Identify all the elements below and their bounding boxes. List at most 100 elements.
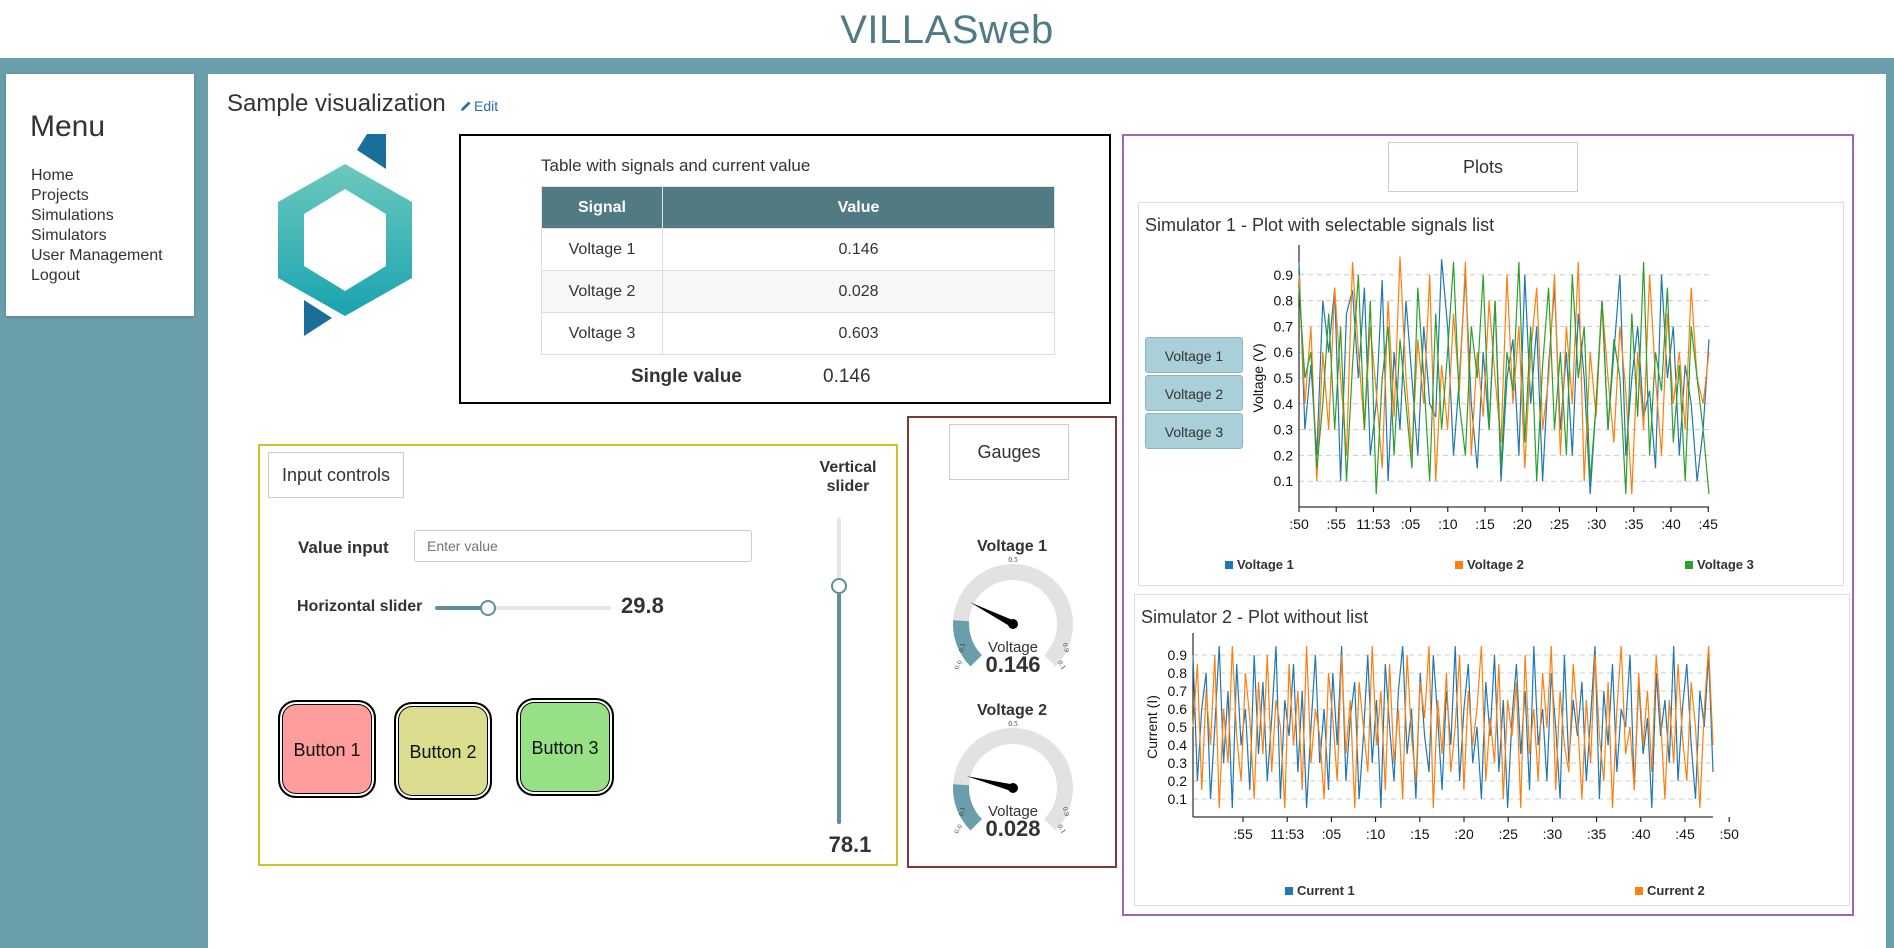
plots-title: Plots: [1388, 142, 1578, 192]
x-tick-label: :30: [1587, 516, 1607, 532]
x-tick-label: :45: [1675, 826, 1695, 842]
table-cell-value: 0.146: [662, 228, 1055, 271]
x-tick-label: :40: [1631, 826, 1651, 842]
plot-2-title: Simulator 2 - Plot without list: [1141, 607, 1369, 627]
x-tick-label: :15: [1475, 516, 1495, 532]
y-tick-label: 0.2: [1274, 447, 1294, 463]
vertical-slider-fill: [837, 585, 841, 824]
value-input[interactable]: [414, 530, 752, 562]
button-2[interactable]: Button 2: [394, 702, 492, 800]
x-tick-label: :35: [1587, 826, 1607, 842]
gauge-tick-label: 0.9: [1061, 642, 1070, 653]
x-tick-label: :55: [1326, 516, 1346, 532]
table-cell-value: 0.603: [662, 312, 1055, 355]
plot-2-chart: 0.1 0.2 0.3 0.4 0.5 0.6 0.7 0.8 0.9:55 11:53:05:1…: [1144, 633, 1739, 842]
x-tick-label: :10: [1438, 516, 1458, 532]
x-tick-label: 11:53: [1356, 516, 1390, 532]
plot-simulator-1: 0.1 0.2 0.3 0.4 0.5 0.6 0.7 0.8 0.9:50:55 11:53:0…: [1138, 202, 1844, 586]
gauge-unit-label: Voltage: [988, 639, 1038, 656]
y-tick-label: 0.2: [1168, 773, 1188, 789]
table-cell-signal: Voltage 2: [541, 270, 663, 313]
table-widget: Table with signals and current value Sig…: [459, 134, 1111, 404]
y-tick-label: 0.6: [1168, 701, 1188, 717]
y-tick-label: 0.9: [1274, 267, 1294, 283]
table-row: Voltage 1 0.146: [541, 228, 1055, 271]
x-tick-label: :05: [1401, 516, 1421, 532]
signal-list-item-voltage-1[interactable]: Voltage 1: [1145, 337, 1243, 373]
edit-label: Edit: [474, 98, 499, 114]
x-tick-label: :50: [1289, 516, 1309, 532]
gauges-title: Gauges: [949, 424, 1069, 480]
horizontal-slider-handle[interactable]: [480, 600, 497, 616]
legend-label: Voltage 1: [1237, 557, 1294, 572]
gauge-tick-label: 0.1: [958, 642, 967, 653]
table-row: Voltage 2 0.028: [541, 270, 1055, 313]
x-tick-label: :55: [1233, 826, 1253, 842]
horizontal-slider[interactable]: [435, 600, 611, 616]
menu-item-user-management[interactable]: User Management: [31, 247, 163, 264]
table-caption: Table with signals and current value: [541, 156, 811, 175]
menu-item-logout[interactable]: Logout: [31, 267, 80, 284]
gauge-background-arc: [953, 564, 1073, 667]
gauge-title-voltage-2: Voltage 2: [977, 702, 1047, 719]
gauge-tick-label: 0.1: [1056, 659, 1067, 671]
vertical-slider-handle[interactable]: [831, 578, 847, 594]
horizontal-slider-label: Horizontal slider: [297, 598, 423, 615]
y-tick-label: 0.9: [1168, 647, 1188, 663]
pencil-icon: [461, 101, 471, 111]
menu-item-projects[interactable]: Projects: [31, 187, 89, 204]
gauges-widget: Gauges Voltage 1 0.0 0.1 0.5 0.9 0.1 Voltage 0…: [907, 416, 1117, 868]
y-axis-label: Voltage (V): [1250, 343, 1266, 412]
menu-item-simulators[interactable]: Simulators: [31, 227, 107, 244]
y-tick-label: 0.7: [1274, 318, 1294, 334]
x-tick-label: :15: [1410, 826, 1430, 842]
button-1[interactable]: Button 1: [278, 700, 376, 798]
legend-item-voltage-3: Voltage 3: [1685, 557, 1754, 572]
gauge-tick-label: 0.5: [1008, 721, 1018, 728]
series-line-current-2: [1192, 645, 1714, 809]
gauge-value: 0.028: [985, 816, 1040, 840]
legend-item-voltage-1: Voltage 1: [1225, 557, 1294, 572]
app-title: VILLASweb: [840, 8, 1054, 52]
edit-link[interactable]: Edit: [460, 98, 498, 114]
app-header: VILLASweb: [0, 0, 1894, 58]
legend-swatch: [1635, 887, 1643, 895]
legend-item-current-1: Current 1: [1285, 883, 1355, 898]
x-tick-label: :20: [1454, 826, 1474, 842]
x-tick-label: :35: [1624, 516, 1644, 532]
y-axis-label: Current (I): [1144, 695, 1160, 759]
x-tick-label: :10: [1366, 826, 1386, 842]
gauge-tick-label: 0.9: [1061, 806, 1070, 817]
legend-label: Voltage 3: [1697, 557, 1754, 572]
legend-item-voltage-2: Voltage 2: [1455, 557, 1524, 572]
column-header-value: Value: [662, 186, 1055, 229]
column-header-signal: Signal: [541, 186, 663, 229]
menu-item-home[interactable]: Home: [31, 167, 74, 184]
visualization-canvas: Sample visualization Edit Table with sig…: [208, 74, 1886, 948]
horizontal-slider-fill: [435, 606, 488, 610]
vertical-slider-value: 78.1: [828, 832, 872, 857]
menu-item-simulations[interactable]: Simulations: [31, 207, 114, 224]
x-tick-label: :05: [1322, 826, 1342, 842]
menu-heading: Menu: [30, 110, 106, 143]
vertical-slider[interactable]: [831, 518, 847, 824]
y-tick-label: 0.5: [1274, 370, 1294, 386]
gauge-needle: [966, 776, 1014, 792]
series-line-current-1: [1192, 645, 1714, 809]
menu-list: Home Projects Simulations Simulators Use…: [31, 166, 163, 286]
button-3[interactable]: Button 3: [516, 698, 614, 796]
menu-panel: Menu Home Projects Simulations Simulator…: [6, 74, 194, 316]
gauge-tick-label: 0.0: [953, 823, 964, 835]
signal-list-item-voltage-3[interactable]: Voltage 3: [1145, 413, 1243, 449]
x-tick-label: :20: [1512, 516, 1532, 532]
legend-label: Voltage 2: [1467, 557, 1524, 572]
y-tick-label: 0.4: [1168, 737, 1188, 753]
legend-item-current-2: Current 2: [1635, 883, 1705, 898]
x-tick-label: :45: [1698, 516, 1718, 532]
gauge-needle-hub: [1008, 619, 1018, 629]
signal-list-item-voltage-2[interactable]: Voltage 2: [1145, 375, 1243, 411]
y-tick-label: 0.3: [1274, 422, 1294, 438]
signal-list: Voltage 1 Voltage 2 Voltage 3: [1145, 337, 1243, 451]
